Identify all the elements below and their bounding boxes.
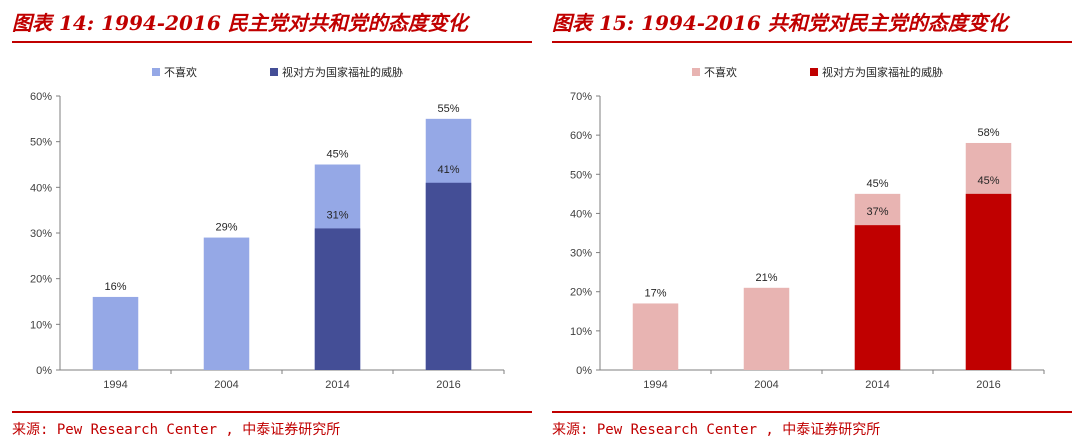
data-label-dislike: 21% (755, 272, 777, 284)
chart-title: 图表 15: 1994-2016 共和党对民主党的态度变化 (552, 11, 1008, 35)
x-tick-label: 1994 (103, 379, 127, 391)
data-label-dislike: 45% (866, 178, 888, 190)
legend-label: 不喜欢 (164, 65, 197, 79)
x-tick-label: 2014 (865, 379, 889, 391)
source-rule (552, 411, 1072, 413)
y-tick-label: 0% (36, 365, 52, 377)
bar-threat (965, 193, 1012, 370)
y-tick-label: 30% (570, 248, 592, 260)
data-label-threat: 37% (866, 206, 888, 218)
data-label-dislike: 17% (644, 287, 666, 299)
y-tick-label: 70% (570, 91, 592, 103)
bar-dislike (632, 303, 679, 370)
source-rule (12, 411, 532, 413)
legend-label: 视对方为国家福祉的威胁 (822, 65, 943, 79)
bar-dislike (743, 287, 790, 370)
legend-swatch (270, 68, 278, 76)
bar-chart-republicans: 0% 10% 20% 30% 40% 50% 60% 70% 1994 17% 2004 21% 201… (570, 65, 1045, 391)
legend-swatch (692, 68, 700, 76)
data-label-dislike: 55% (437, 103, 459, 115)
x-tick-label: 2004 (754, 379, 778, 391)
data-label-dislike: 16% (104, 281, 126, 293)
y-tick-label: 30% (30, 228, 52, 240)
title-rule (12, 41, 532, 43)
bar-chart-democrats: 0% 10% 20% 30% 40% 50% 60% 1994 16% 2004 29% 2014 45… (30, 65, 505, 391)
x-tick-label: 2004 (214, 379, 238, 391)
source-note: 来源: Pew Research Center , 中泰证券研究所 (12, 422, 341, 438)
x-tick-label: 2016 (436, 379, 460, 391)
bar-threat (425, 182, 472, 370)
data-label-dislike: 45% (326, 149, 348, 161)
y-tick-label: 60% (30, 91, 52, 103)
y-tick-label: 0% (576, 365, 592, 377)
y-tick-label: 20% (570, 287, 592, 299)
chart-title: 图表 14: 1994-2016 民主党对共和党的态度变化 (12, 11, 468, 35)
x-tick-label: 2016 (976, 379, 1000, 391)
data-label-dislike: 29% (215, 222, 237, 234)
bar-threat (854, 225, 901, 370)
bar-dislike (92, 296, 139, 370)
legend-swatch (810, 68, 818, 76)
y-tick-label: 60% (570, 130, 592, 142)
legend-swatch (152, 68, 160, 76)
legend-label: 不喜欢 (704, 65, 737, 79)
y-tick-label: 50% (30, 137, 52, 149)
chart-panel-2: 图表 15: 1994-2016 共和党对民主党的态度变化 0% 10% 20% 30… (552, 0, 1072, 447)
y-tick-label: 50% (570, 169, 592, 181)
data-label-threat: 41% (437, 164, 459, 176)
data-label-threat: 45% (977, 175, 999, 187)
source-note: 来源: Pew Research Center , 中泰证券研究所 (552, 422, 881, 438)
x-tick-label: 1994 (643, 379, 667, 391)
y-tick-label: 10% (570, 326, 592, 338)
bar-dislike (203, 237, 250, 370)
chart-panel-1: 图表 14: 1994-2016 民主党对共和党的态度变化 0% 10% 20% 30… (12, 0, 532, 447)
bar-threat (314, 228, 361, 370)
y-tick-label: 20% (30, 274, 52, 286)
y-tick-label: 40% (570, 208, 592, 220)
legend-label: 视对方为国家福祉的威胁 (282, 65, 403, 79)
y-tick-label: 40% (30, 182, 52, 194)
data-label-dislike: 58% (977, 127, 999, 139)
title-rule (552, 41, 1072, 43)
data-label-threat: 31% (326, 209, 348, 221)
y-tick-label: 10% (30, 319, 52, 331)
x-tick-label: 2014 (325, 379, 349, 391)
